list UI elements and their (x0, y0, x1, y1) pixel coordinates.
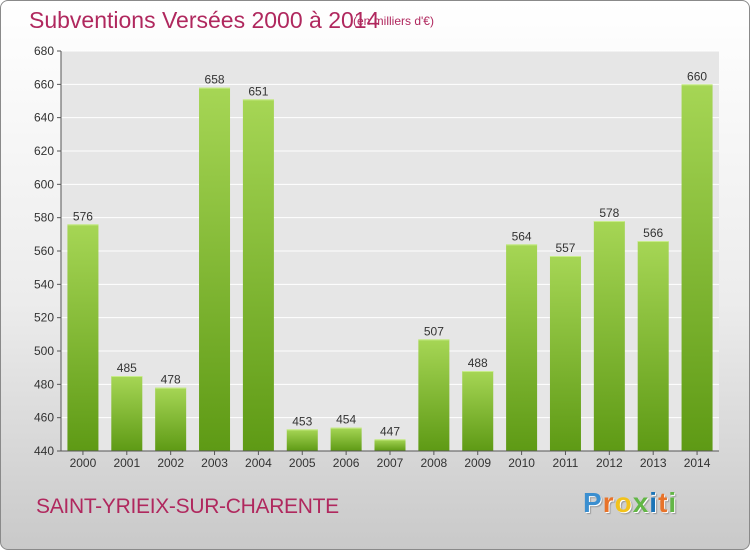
bar (637, 241, 669, 451)
bar (549, 256, 581, 451)
x-tick-label: 2008 (421, 456, 448, 470)
x-tick-label: 2012 (596, 456, 623, 470)
bar (330, 427, 362, 451)
y-tick-label: 480 (34, 377, 54, 391)
bar (418, 339, 450, 451)
x-tick-label: 2014 (684, 456, 711, 470)
bar (681, 84, 713, 451)
x-tick-label: 2002 (157, 456, 184, 470)
bar (242, 99, 274, 451)
y-tick-label: 600 (34, 177, 54, 191)
x-tick-label: 2011 (553, 456, 579, 470)
y-tick-label: 580 (34, 211, 54, 225)
data-label: 485 (117, 361, 137, 375)
data-label: 488 (468, 356, 488, 370)
data-label: 507 (424, 324, 444, 338)
x-tick-label: 2001 (113, 456, 140, 470)
commune-name: SAINT-YRIEIX-SUR-CHARENTE (36, 495, 339, 518)
logo-letter: o (614, 487, 633, 518)
y-tick-label: 640 (34, 111, 54, 125)
x-tick-label: 2010 (508, 456, 535, 470)
data-label: 651 (248, 84, 268, 98)
x-tick-label: 2000 (70, 456, 97, 470)
y-tick-label: 560 (34, 244, 54, 258)
y-tick-label: 440 (34, 444, 54, 458)
y-tick-label: 520 (34, 311, 54, 325)
data-label: 557 (555, 241, 575, 255)
bar (286, 429, 318, 451)
bar (506, 244, 538, 451)
x-tick-label: 2003 (201, 456, 228, 470)
data-label: 576 (73, 209, 93, 223)
bar (111, 376, 143, 451)
bar (67, 224, 99, 451)
chart-subtitle: (en milliers d'€) (353, 14, 434, 28)
x-tick-label: 2006 (333, 456, 360, 470)
logo-letter: x (632, 487, 650, 518)
chart-title: Subventions Versées 2000 à 2014 (29, 7, 380, 33)
data-label: 453 (292, 414, 312, 428)
x-tick-label: 2004 (245, 456, 272, 470)
y-tick-label: 540 (34, 277, 54, 291)
data-label: 447 (380, 424, 400, 438)
data-label: 454 (336, 413, 356, 427)
y-tick-label: 500 (34, 344, 54, 358)
data-label: 658 (205, 73, 225, 87)
x-tick-label: 2013 (640, 456, 667, 470)
data-label: 478 (161, 373, 181, 387)
bar (199, 87, 231, 452)
bar (593, 221, 625, 451)
proxiti-logo: Proxiti (583, 487, 677, 519)
data-label: 578 (599, 206, 619, 220)
bar (374, 439, 406, 451)
y-tick-label: 660 (34, 77, 54, 91)
data-label: 564 (512, 229, 532, 243)
x-tick-label: 2007 (377, 456, 404, 470)
data-label: 660 (687, 69, 707, 83)
logo-letter: r (602, 487, 615, 518)
logo-letter: t (658, 487, 669, 518)
logo-letter: i (668, 487, 678, 518)
logo-letter: i (649, 487, 659, 518)
bar (462, 371, 494, 451)
bar (155, 387, 187, 451)
logo-letter: P (583, 487, 603, 518)
data-label: 566 (643, 226, 663, 240)
y-tick-label: 620 (34, 144, 54, 158)
x-tick-label: 2005 (289, 456, 316, 470)
x-tick-label: 2009 (464, 456, 491, 470)
y-tick-label: 680 (34, 44, 54, 58)
y-tick-label: 460 (34, 411, 54, 425)
